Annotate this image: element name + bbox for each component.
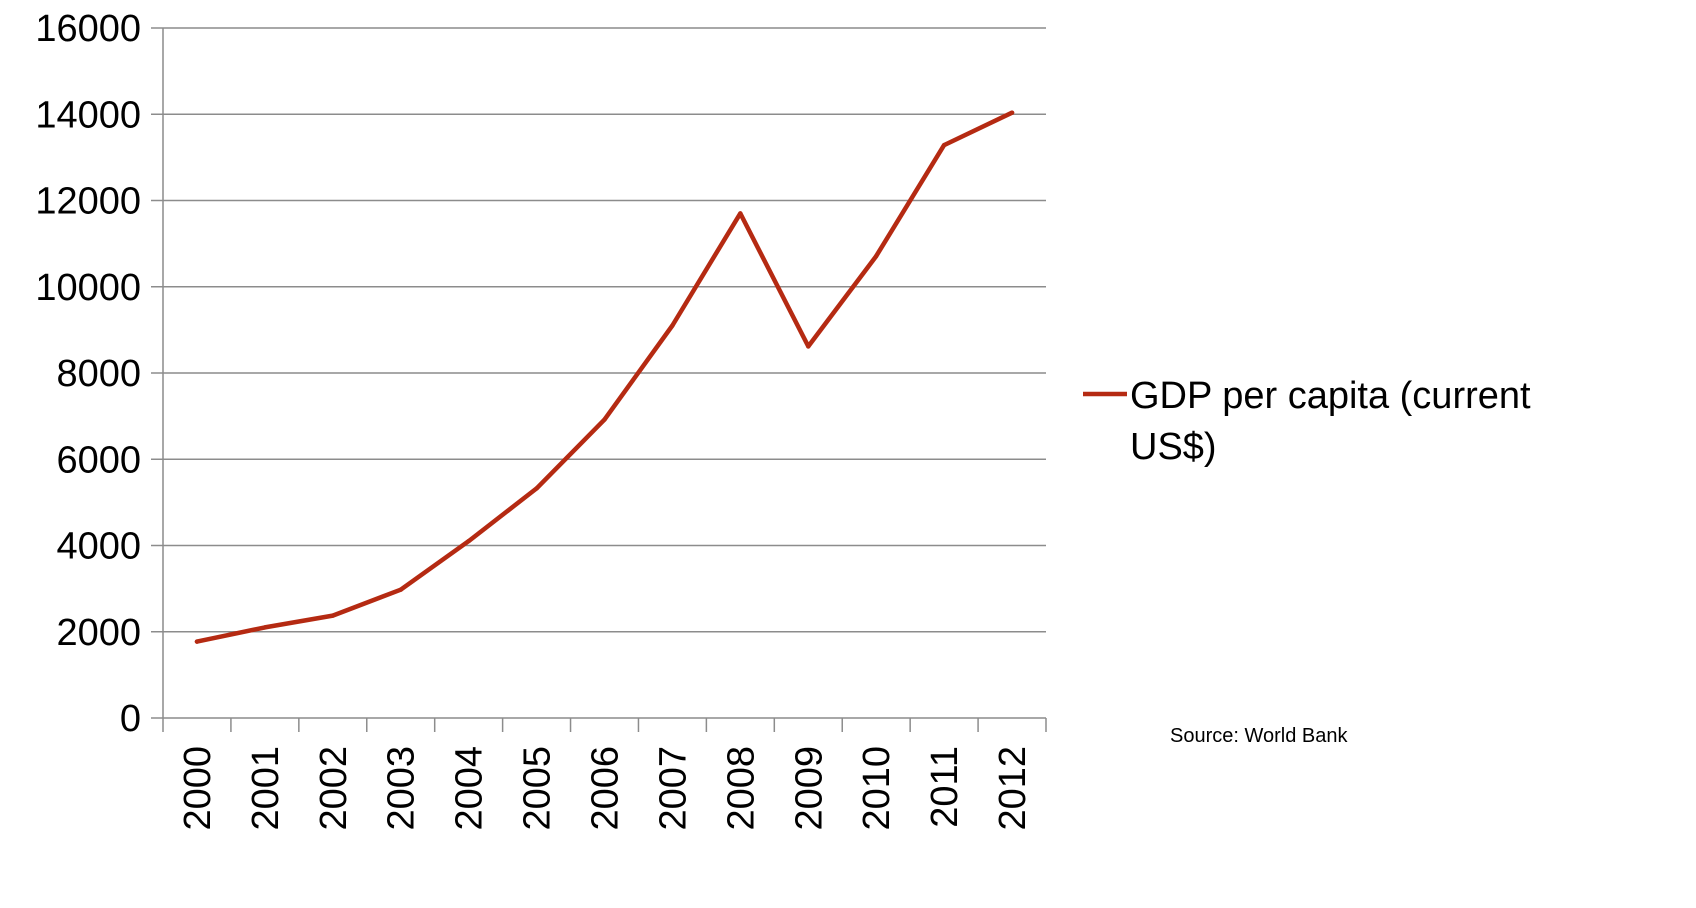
x-tick-label: 2005 [517, 746, 559, 831]
y-tick-label: 14000 [35, 94, 141, 136]
y-tick-label: 10000 [35, 267, 141, 309]
series-layer [195, 110, 1014, 643]
legend: GDP per capita (current US$) [1083, 375, 1531, 468]
axes [151, 28, 1046, 732]
legend-label-line-1: GDP per capita (current [1130, 375, 1531, 417]
y-tick-label: 8000 [56, 353, 141, 395]
y-tick-label: 12000 [35, 181, 141, 223]
y-tick-label: 2000 [56, 612, 141, 654]
x-tick-label: 2007 [652, 746, 694, 831]
data-point [195, 639, 199, 643]
x-tick-label: 2003 [381, 746, 423, 831]
legend-label-line-2: US$) [1130, 426, 1217, 468]
data-point [738, 211, 742, 215]
y-tick-labels: 0 2000 4000 6000 8000 10000 12000 14000 16000 [35, 8, 141, 740]
x-tick-label: 2009 [788, 746, 830, 831]
y-tick-label: 0 [120, 698, 141, 740]
y-tick-label: 6000 [56, 439, 141, 481]
data-point [942, 143, 946, 147]
data-point [806, 344, 810, 348]
series-line [197, 113, 1012, 642]
x-tick-label: 2001 [245, 746, 287, 831]
data-point [399, 587, 403, 591]
data-point [263, 625, 267, 629]
data-point [602, 417, 606, 421]
source-label: Source: World Bank [1170, 725, 1348, 747]
x-tick-label: 2004 [449, 746, 491, 831]
data-point [1010, 110, 1014, 114]
data-point [670, 323, 674, 327]
data-point [331, 613, 335, 617]
x-tick-label: 2012 [992, 746, 1034, 831]
y-tick-label: 4000 [56, 526, 141, 568]
gridlines [163, 28, 1046, 632]
x-tick-label: 2011 [924, 746, 966, 828]
data-point [534, 486, 538, 490]
x-tick-label: 2010 [856, 746, 898, 831]
x-tick-labels: 2000 2001 2002 2003 2004 2005 2006 2007 2008 2009… [177, 746, 1034, 831]
data-point [466, 539, 470, 543]
data-point [874, 254, 878, 258]
x-tick-label: 2000 [177, 746, 219, 831]
x-tick-label: 2006 [585, 746, 627, 831]
x-tick-label: 2008 [720, 746, 762, 831]
y-tick-label: 16000 [35, 8, 141, 50]
x-tick-label: 2002 [313, 746, 355, 831]
